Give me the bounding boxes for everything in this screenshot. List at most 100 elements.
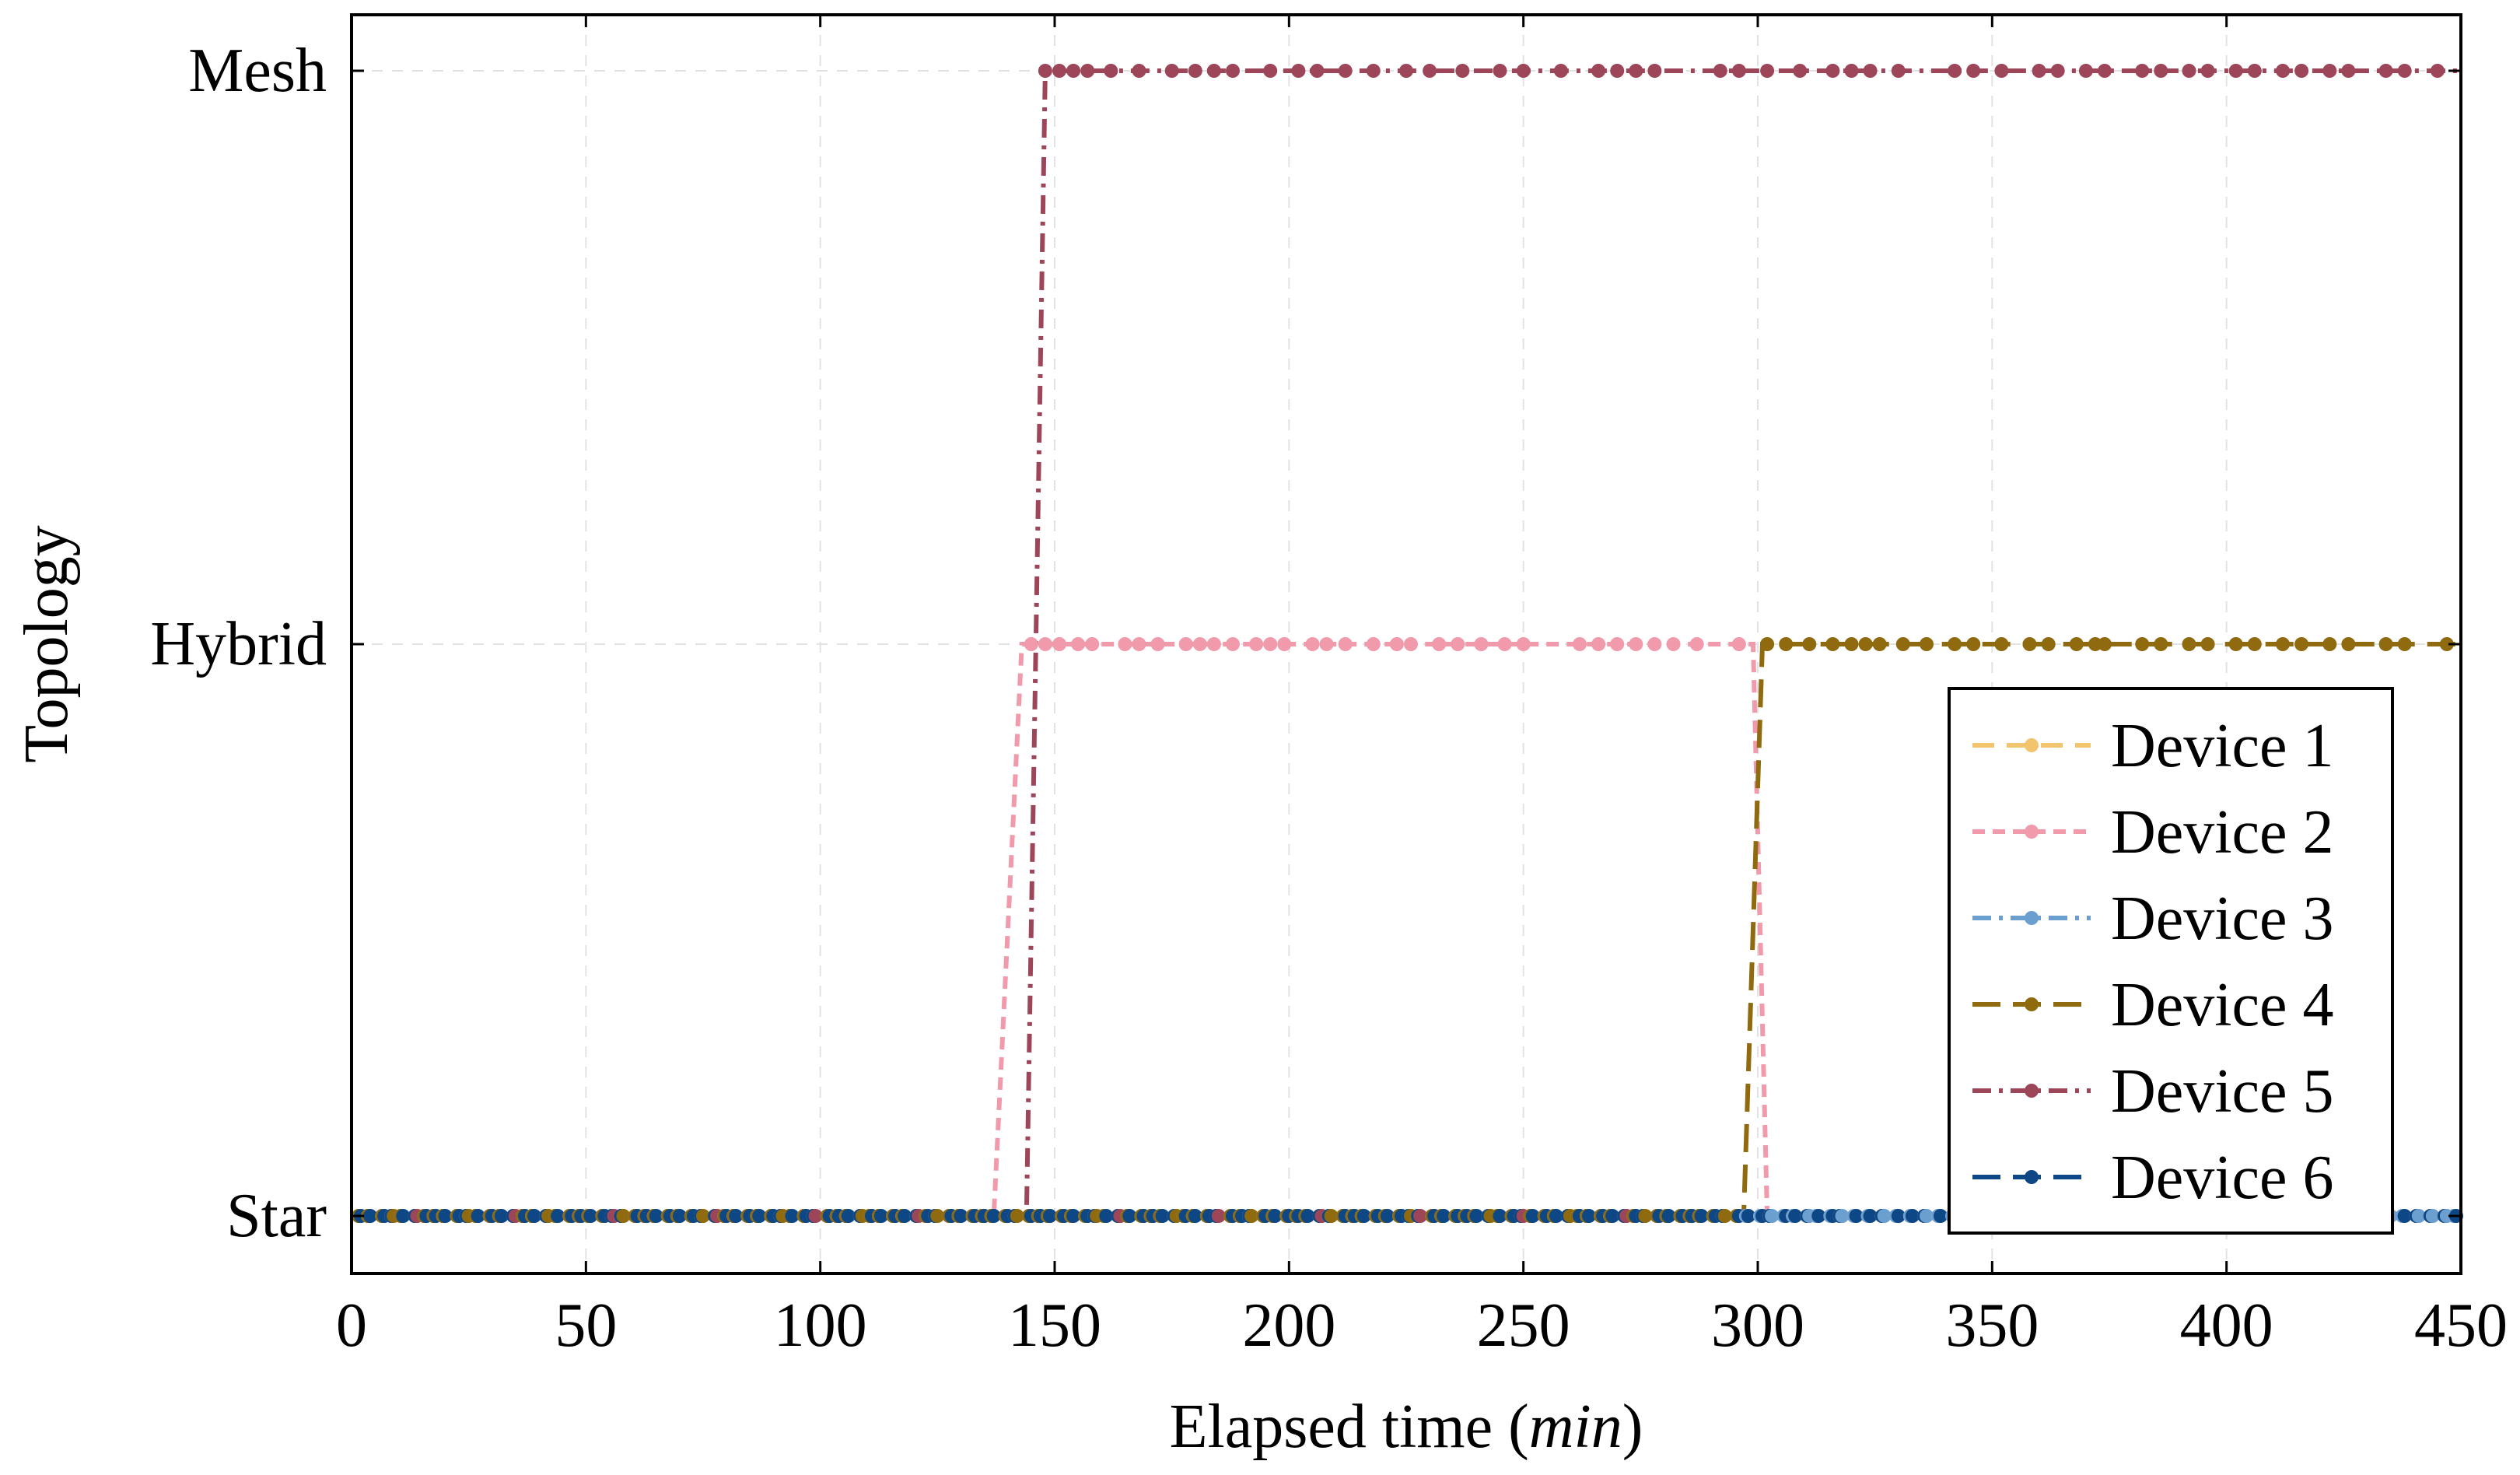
x-tick-label: 400: [2180, 1291, 2273, 1360]
x-tick-label: 450: [2414, 1291, 2508, 1360]
marker-device-6: [1066, 1209, 1081, 1223]
marker-device-5: [1793, 64, 1808, 78]
legend-label: Device 4: [2111, 971, 2334, 1039]
marker-device-5: [2430, 64, 2445, 78]
marker-device-5: [1591, 64, 1606, 78]
marker-device-6: [1934, 1209, 1948, 1223]
marker-device-6: [2397, 1209, 2412, 1223]
marker-device-4: [2397, 637, 2412, 651]
marker-device-5: [1713, 64, 1727, 78]
marker-device-2: [1432, 637, 1447, 651]
marker-device-5: [1994, 64, 2009, 78]
x-tick-labels: 0 50 100 150 200 250 300 350 400 450: [336, 1291, 2508, 1360]
marker-device-5: [1760, 64, 1775, 78]
marker-device-4: [1994, 637, 2009, 651]
marker-device-2: [1085, 637, 1100, 651]
marker-device-2: [1071, 637, 1086, 651]
marker-device-4: [1966, 637, 1981, 651]
x-tick-label: 0: [336, 1291, 367, 1360]
marker-device-5: [1825, 64, 1840, 78]
marker-device-2: [1024, 637, 1038, 651]
marker-device-5: [2182, 64, 2196, 78]
y-axis-title: Topology: [12, 525, 81, 763]
legend-item-device-5: Device 5: [1972, 1057, 2334, 1126]
marker-device-4: [1825, 637, 1840, 651]
marker-device-5: [1948, 64, 1962, 78]
marker-device-2: [1591, 637, 1606, 651]
marker-device-2: [1277, 637, 1292, 651]
x-tick-label: 300: [1711, 1291, 1804, 1360]
marker-device-2: [1647, 637, 1662, 651]
marker-device-4: [1717, 1209, 1732, 1223]
marker-device-5: [1647, 64, 1662, 78]
marker-device-2: [1610, 637, 1625, 651]
marker-device-5: [1066, 64, 1081, 78]
marker-device-6: [752, 1209, 767, 1223]
marker-device-6: [785, 1209, 800, 1223]
x-tick-label: 250: [1477, 1291, 1570, 1360]
legend-item-device-1: Device 1: [1972, 712, 2334, 780]
marker-device-3: [1877, 1209, 1892, 1223]
marker-device-4: [1010, 1209, 1024, 1223]
legend-item-device-4: Device 4: [1972, 971, 2334, 1039]
marker-device-5: [1891, 64, 1906, 78]
marker-device-6: [1694, 1209, 1709, 1223]
marker-device-2: [1206, 637, 1221, 651]
marker-device-4: [2022, 637, 2037, 651]
marker-device-4: [1760, 637, 1775, 651]
marker-device-2: [1474, 637, 1489, 651]
legend-label: Device 2: [2111, 798, 2334, 867]
marker-device-5: [1226, 64, 1240, 78]
marker-device-4: [1920, 637, 1934, 651]
marker-device-5: [1310, 64, 1325, 78]
marker-device-5: [2032, 64, 2046, 78]
marker-device-5: [2050, 64, 2065, 78]
marker-device-2: [1497, 637, 1512, 651]
marker-device-5: [1966, 64, 1981, 78]
marker-device-6: [1549, 1209, 1563, 1223]
marker-device-5: [2294, 64, 2309, 78]
marker-device-2: [1305, 637, 1320, 651]
marker-device-2: [1132, 637, 1146, 651]
marker-device-2: [1666, 637, 1681, 651]
legend-label: Device 3: [2111, 885, 2334, 953]
marker-device-2: [1249, 637, 1264, 651]
marker-device-6: [1469, 1209, 1484, 1223]
marker-device-2: [1038, 637, 1052, 651]
marker-device-2: [1389, 637, 1404, 651]
marker-device-5: [2341, 64, 2356, 78]
marker-device-5: [1080, 64, 1095, 78]
legend-swatch-marker: [2025, 738, 2039, 752]
marker-device-4: [1948, 637, 1962, 651]
axis-ticks: [350, 15, 2462, 1274]
legend-item-device-2: Device 2: [1972, 798, 2334, 867]
marker-device-4: [1244, 1209, 1259, 1223]
marker-device-2: [1118, 637, 1132, 651]
marker-device-5: [1731, 64, 1746, 78]
marker-device-5: [1211, 1209, 1226, 1223]
marker-device-4: [930, 1209, 945, 1223]
marker-device-6: [1268, 1209, 1283, 1223]
marker-device-4: [1802, 637, 1817, 651]
marker-device-5: [1263, 64, 1278, 78]
marker-device-6: [1122, 1209, 1137, 1223]
marker-device-6: [396, 1209, 411, 1223]
marker-device-5: [808, 1209, 823, 1223]
marker-device-6: [986, 1209, 1001, 1223]
x-axis-unit: min: [1529, 1393, 1622, 1461]
y-tick-label: Star: [226, 1182, 327, 1250]
marker-device-6: [1155, 1209, 1170, 1223]
marker-device-3: [1920, 1209, 1934, 1223]
x-tick-label: 100: [774, 1291, 867, 1360]
marker-device-4: [2439, 637, 2454, 651]
y-tick-labels: Star Hybrid Mesh: [150, 37, 327, 1250]
x-tick-label: 200: [1242, 1291, 1335, 1360]
marker-device-5: [1188, 64, 1202, 78]
marker-device-6: [954, 1209, 968, 1223]
marker-device-6: [1188, 1209, 1202, 1223]
marker-device-4: [1779, 637, 1794, 651]
marker-device-4: [1872, 637, 1887, 651]
x-tick-label: 50: [555, 1291, 617, 1360]
marker-device-2: [1150, 637, 1165, 651]
